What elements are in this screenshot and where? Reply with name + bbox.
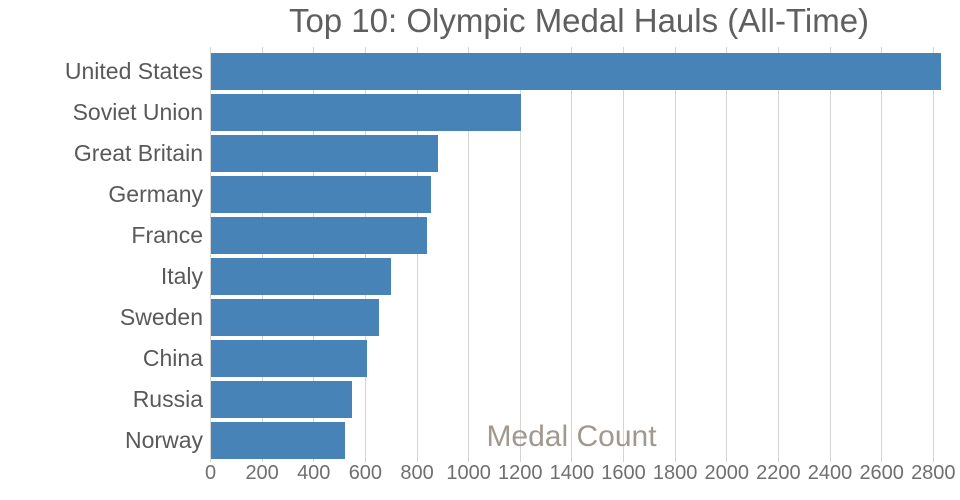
gridline-x-200 — [261, 47, 263, 462]
category-label-sweden: Sweden — [119, 303, 203, 330]
bar-united-states — [210, 52, 941, 90]
category-label-soviet-union: Soviet Union — [72, 98, 203, 125]
gridline-x-2600 — [881, 47, 883, 462]
category-label-germany: Germany — [108, 180, 203, 207]
x-tick-label-2200: 2200 — [756, 462, 801, 484]
chart-title: Top 10: Olympic Medal Hauls (All-Time) — [288, 2, 870, 39]
x-tick-label-200: 200 — [245, 462, 279, 484]
category-label-great-britain: Great Britain — [73, 139, 203, 166]
bar-norway — [210, 421, 345, 459]
bar-italy — [210, 257, 392, 295]
x-tick-label-2800: 2800 — [911, 462, 956, 484]
gridline-x-1800 — [674, 47, 676, 462]
bar-france — [210, 216, 428, 254]
category-label-united-states: United States — [64, 57, 203, 84]
gridline-x-1200 — [519, 47, 521, 462]
bar-germany — [210, 175, 432, 213]
x-tick-label-1400: 1400 — [549, 462, 595, 484]
x-tick-label-0: 0 — [204, 462, 217, 484]
gridline-x-600 — [364, 47, 366, 462]
x-tick-label-1600: 1600 — [601, 462, 646, 484]
gridline-x-2200 — [777, 47, 779, 462]
gridline-x-800 — [416, 47, 418, 462]
gridline-x-400 — [313, 47, 315, 462]
bar-russia — [210, 380, 352, 418]
x-tick-label-1000: 1000 — [446, 462, 491, 484]
gridline-x-0 — [210, 47, 211, 462]
x-tick-label-2400: 2400 — [807, 462, 853, 484]
gridline-x-2800 — [932, 47, 934, 462]
gridline-x-1600 — [623, 47, 625, 462]
x-tick-label-1200: 1200 — [498, 462, 543, 484]
x-tick-label-1800: 1800 — [652, 462, 698, 484]
gridline-x-2400 — [829, 47, 831, 462]
gridline-x-1000 — [468, 47, 470, 462]
category-label-france: France — [131, 221, 203, 248]
bar-china — [210, 339, 368, 377]
category-label-china: China — [142, 344, 203, 371]
category-label-russia: Russia — [132, 385, 203, 412]
x-tick-label-400: 400 — [297, 462, 331, 484]
gridline-x-2000 — [726, 47, 728, 462]
x-tick-label-800: 800 — [400, 462, 434, 484]
category-label-norway: Norway — [125, 426, 203, 453]
bar-great-britain — [210, 134, 439, 172]
x-axis-label: Medal Count — [486, 420, 657, 453]
x-tick-label-2000: 2000 — [704, 462, 750, 484]
bar-soviet-union — [210, 93, 522, 131]
gridline-x-1400 — [571, 47, 573, 462]
x-tick-label-600: 600 — [348, 462, 383, 484]
x-tick-label-2600: 2600 — [859, 462, 904, 484]
bar-sweden — [210, 298, 379, 336]
category-label-italy: Italy — [160, 262, 203, 289]
